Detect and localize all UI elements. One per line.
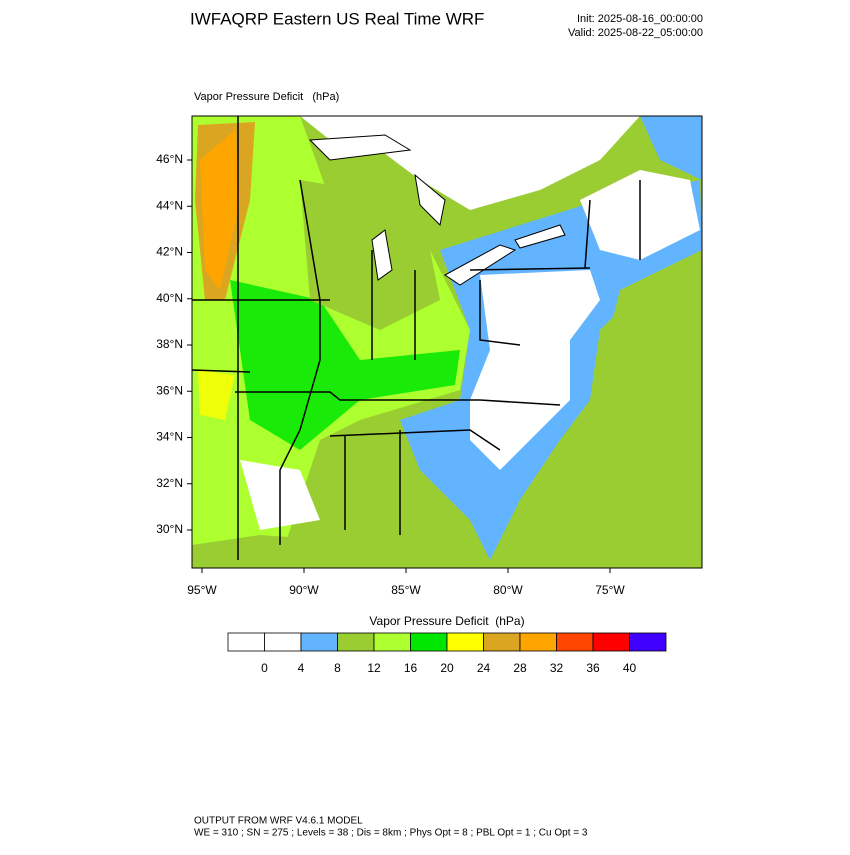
colorbar-box xyxy=(483,632,521,652)
footer-line: WE = 310 ; SN = 275 ; Levels = 38 ; Dis … xyxy=(194,828,588,839)
lake-ontario xyxy=(514,224,566,249)
colorbar-label: 40 xyxy=(623,661,637,675)
lake-erie xyxy=(444,244,517,286)
colorbar: 0 4 8 12 16 20 24 28 32 36 40 xyxy=(227,632,667,675)
vpd-region xyxy=(470,270,600,470)
lon-label: 80°W xyxy=(493,583,523,597)
colorbar-label: 16 xyxy=(404,661,418,675)
lon-label: 75°W xyxy=(595,583,625,597)
colorbar-label: 4 xyxy=(298,661,305,675)
lake-superior xyxy=(308,134,412,161)
ocean xyxy=(490,250,702,568)
colorbar-box xyxy=(337,632,375,652)
vpd-region xyxy=(300,180,440,330)
lat-label: 40°N xyxy=(156,291,183,305)
lake-michigan xyxy=(371,229,393,281)
map xyxy=(192,116,702,568)
colorbar-label: 36 xyxy=(586,661,600,675)
colorbar-box xyxy=(373,632,411,652)
gulf xyxy=(192,535,480,568)
lon-labels: 95°W 90°W 85°W 80°W 75°W xyxy=(187,568,625,597)
lat-label: 36°N xyxy=(156,383,183,397)
vpd-region xyxy=(640,116,702,180)
colorbar-label: 32 xyxy=(550,661,564,675)
colorbar-box xyxy=(446,632,484,652)
lon-label: 85°W xyxy=(391,583,421,597)
colorbar-title: Vapor Pressure Deficit (hPa) xyxy=(369,614,524,628)
lat-label: 34°N xyxy=(156,430,183,444)
lat-label: 44°N xyxy=(156,198,183,212)
title: IWFAQRP Eastern US Real Time WRF xyxy=(190,9,484,28)
map-label: Vapor Pressure Deficit (hPa) xyxy=(194,91,339,103)
lat-label: 32°N xyxy=(156,476,183,490)
map-frame xyxy=(191,115,703,569)
valid-time: Valid: 2025-08-22_05:00:00 xyxy=(568,27,703,39)
colorbar-box xyxy=(264,632,302,652)
colorbar-label: 12 xyxy=(367,661,381,675)
colorbar-box xyxy=(519,632,557,652)
colorbar-label: 24 xyxy=(477,661,491,675)
colorbar-box xyxy=(592,632,630,652)
colorbar-label: 8 xyxy=(334,661,341,675)
colorbar-box xyxy=(227,632,265,652)
colorbar-box xyxy=(410,632,448,652)
lat-label: 42°N xyxy=(156,245,183,259)
lon-label: 95°W xyxy=(187,583,217,597)
lat-labels: 46°N 44°N 42°N 40°N 38°N 36°N 34°N 32°N 30°N xyxy=(156,152,192,536)
colorbar-box xyxy=(629,632,667,652)
lat-label: 30°N xyxy=(156,522,183,536)
footer-line: OUTPUT FROM WRF V4.6.1 MODEL xyxy=(194,816,363,827)
lat-label: 46°N xyxy=(156,152,183,166)
colorbar-box xyxy=(300,632,338,652)
colorbar-label: 0 xyxy=(261,661,268,675)
state-borders xyxy=(192,116,641,560)
vpd-region xyxy=(230,280,460,450)
vpd-region xyxy=(198,370,235,420)
colorbar-label: 28 xyxy=(513,661,527,675)
init-time: Init: 2025-08-16_00:00:00 xyxy=(577,13,703,25)
vpd-region xyxy=(200,130,240,290)
lat-label: 38°N xyxy=(156,337,183,351)
colorbar-box xyxy=(556,632,594,652)
lake-huron xyxy=(414,173,446,227)
colorbar-label: 20 xyxy=(440,661,454,675)
lon-label: 90°W xyxy=(289,583,319,597)
